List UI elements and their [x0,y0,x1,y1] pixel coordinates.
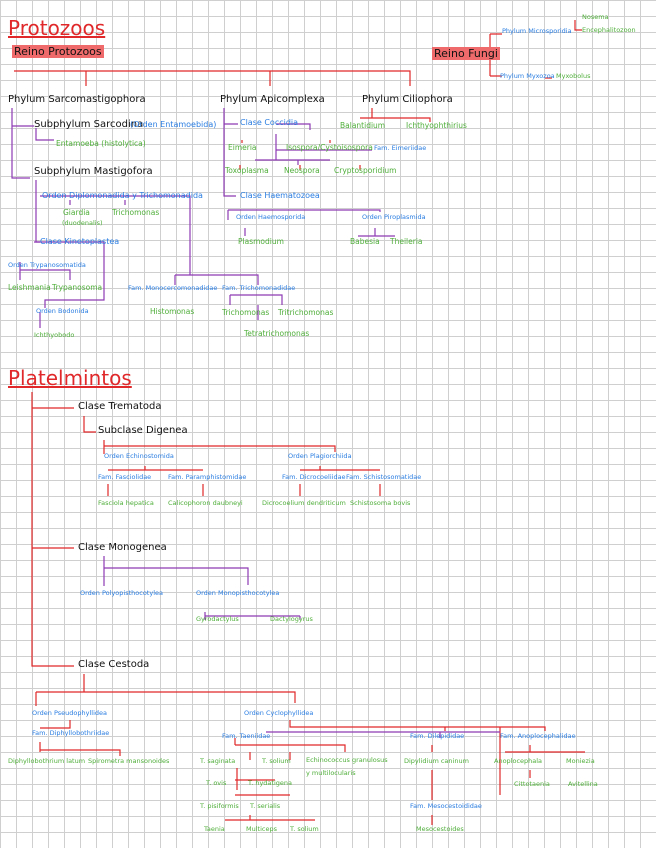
giardia-species: (duodenalis) [62,219,103,227]
isospora: Isospora/Cystoisospora [286,143,373,152]
fam-diphyllobothriidae: Fam. Diphyllobothriidae [32,729,110,737]
tritrichomonas: Tritrichomonas [278,308,334,317]
neospora: Neospora [284,166,320,175]
ichthyophthirius: Ichthyophthirius [406,121,467,130]
fam-trichomonadidae: Fam. Trichomonadidae [222,284,296,292]
protozoa-title: Protozoos [8,16,106,40]
clase-trematoda: Clase Trematoda [78,401,162,412]
t-serialis: T. serialis [250,802,281,810]
fam-monocercomonadidae: Fam. Monocercomonadidae [128,284,218,292]
orden-polyopisthocotylea: Orden Polyopisthocotylea [80,589,163,597]
subphylum-mastigofora: Subphylum Mastigofora [34,166,153,177]
eimeria: Eimeria [228,143,257,152]
spirometra-mansonoides: Spirometra mansonoides [88,757,170,765]
kingdom-protozoa: Reino Protozoos [12,45,104,58]
anoplocephala: Anoplocephala [494,757,543,765]
phylum-microsporidia: Phylum Microsporidia [502,27,572,35]
histomonas: Histomonas [150,307,195,316]
phylum-ciliophora: Phylum Ciliophora [362,94,453,105]
fam-dilepididae: Fam. Dilepididae [410,732,465,740]
fam-mesocestoididae: Fam. Mesocestoididae [410,802,482,810]
phylum-myxozoa: Phylum Myxozoa [500,72,555,80]
phylum-apicomplexa: Phylum Apicomplexa [220,94,325,105]
echinococcus-multilocularis: y multilocularis [306,769,356,777]
dicrocoelium-dendriticum: Dicrocoelium dendriticum [262,499,346,507]
dipylidium-caninum: Dipylidium caninum [404,757,469,765]
fam-fasciolidae: Fam. Fasciolidae [98,473,152,481]
encephalitozoon: Encephalitozoon [582,26,636,34]
phylum-sarcomastigophora: Phylum Sarcomastigophora [8,94,146,105]
t-pisiformis: T. pisiformis [200,802,239,810]
trichomonas-2: Trichomonas [222,308,270,317]
fam-anoplocephalidae: Fam. Anoplocephalidae [500,732,576,740]
subclase-digenea: Subclase Digenea [98,425,188,436]
t-solium: T. solium [262,757,291,765]
fasciola-hepatica: Fasciola hepatica [98,499,154,507]
multiceps: Multiceps [246,825,277,833]
cryptosporidium: Cryptosporidium [334,166,397,175]
schistosoma-bovis: Schistosoma bovis [350,499,411,507]
clase-coccidia: Clase Coccidia [240,118,299,127]
t-ovis: T. ovis [206,779,227,787]
platelmintos-title: Platelmintos [8,366,132,390]
fam-eimeriidae: Fam. Eimeriidae [374,144,427,152]
t-hydatigena: T. hydatigena [248,779,292,787]
myxobolus: Myxobolus [556,72,591,80]
orden-cyclophyllidea: Orden Cyclophyllidea [244,709,314,717]
clase-cestoda: Clase Cestoda [78,659,150,670]
giardia: Giardia [63,208,90,217]
gyrodactylus: Gyrodactylus [196,615,239,623]
theileria: Theileria [390,237,423,246]
fam-taeniidae: Fam. Taeniidae [222,732,271,740]
echinococcus-granulosus: Echinococcus granulosus [306,756,388,764]
clase-monogenea: Clase Monogenea [78,542,167,553]
t-saginata: T. saginata [200,757,236,765]
orden-diplomonadida: Orden Diplomonadida y Trichomonadida [42,191,203,200]
kingdom-fungi: Reino Fungi [432,47,500,60]
babesia: Babesia [350,237,380,246]
fam-paramphistomidae: Fam. Paramphistomidae [168,473,247,481]
clase-kinetoplastea: Clase Kinetoplastea [40,237,120,246]
entamoeba: Entamoeba (histolytica) [56,139,146,148]
tetratrichomonas: Tetratrichomonas [244,329,310,338]
trypanosoma: Trypanosoma [52,283,103,292]
cittotaenia: Cittotaenia [514,780,550,788]
clase-haematozoea: Clase Haematozoea [240,191,320,200]
fam-schistosomatidae: Fam. Schistosomatidae [346,473,422,481]
trichomonas: Trichomonas [112,208,160,217]
orden-plagiorchiida: Orden Plagiorchiida [288,452,352,460]
toxoplasma: Toxoplasma [225,166,269,175]
fam-dicrocoeliidae: Fam. Dicrocoeliidae [282,473,346,481]
dactylogyrus: Dactylogyrus [270,615,313,623]
balantidium: Balantidium [340,121,386,130]
orden-trypanosomatida: Orden Trypanosomatida [8,261,86,269]
diphyllobothrium-latum: Diphyllobothrium latum [8,757,86,765]
calicophoron-daubneyi: Calicophoron daubneyi [168,499,243,507]
plasmodium: Plasmodium [238,237,284,246]
orden-entamoebida: (Orden Entamoebida) [130,120,217,129]
leishmania: Leishmania [8,283,51,292]
orden-monopisthocotylea: Orden Monopisthocotylea [196,589,280,597]
avitellina: Avitellina [568,780,598,788]
ichthyobodo: Ichthyobodo [34,331,75,339]
orden-pseudophyllidea: Orden Pseudophyllidea [32,709,108,717]
orden-haemosporida: Orden Haemosporida [236,213,306,221]
orden-bodonida: Orden Bodonida [36,307,89,315]
subphylum-sarcodina: Subphylum Sarcodina [34,119,144,130]
orden-echinostomida: Orden Echinostomida [104,452,174,460]
mesocestoides: Mesocestoides [416,825,464,833]
orden-piroplasmida: Orden Piroplasmida [362,213,426,221]
nosema: Nosema [582,13,609,21]
moniezia: Moniezia [566,757,595,765]
t-solium-2: T. solium [290,825,319,833]
taenia: Taenia [204,825,225,833]
